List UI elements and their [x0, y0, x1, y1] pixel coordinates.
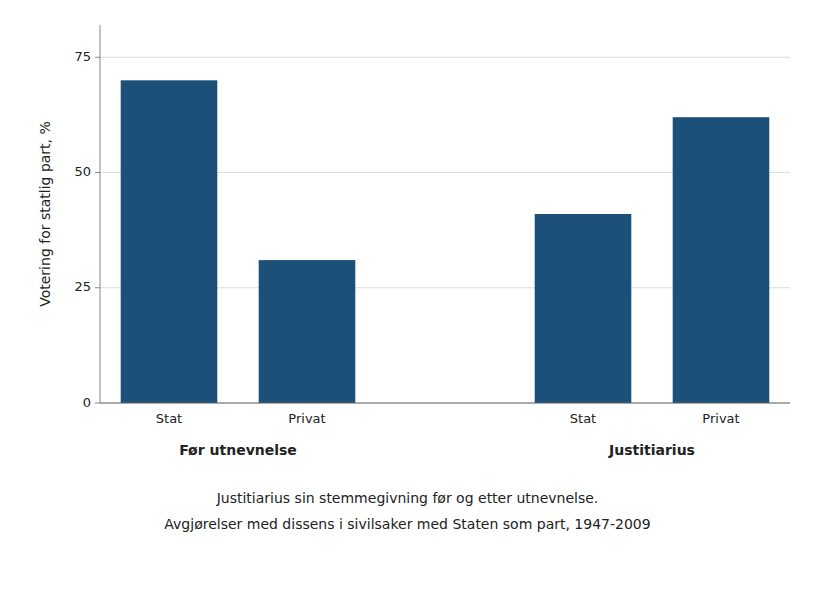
x-tick-label: Privat: [702, 411, 739, 426]
y-tick: [95, 403, 100, 404]
bar: [121, 80, 218, 403]
chart-container: 0 25 50 75 Stat Privat Stat Privat Før utnevnels…: [0, 0, 815, 593]
y-tick: [95, 287, 100, 288]
caption: Avgjørelser med dissens i sivilsaker med…: [164, 516, 650, 532]
y-axis-line: [100, 25, 101, 403]
chart-svg: 0 25 50 75 Stat Privat Stat Privat Før utnevnels…: [0, 0, 815, 593]
grid-line: [100, 403, 790, 404]
x-tick-label: Stat: [156, 411, 182, 426]
group-label: Justitiarius: [608, 442, 695, 458]
bar: [259, 260, 356, 403]
x-tick-label: Stat: [570, 411, 596, 426]
y-tick: [95, 57, 100, 58]
bar: [673, 117, 770, 403]
grid: [100, 57, 790, 403]
bars: [121, 80, 770, 403]
y-tick: [95, 172, 100, 173]
caption: Justitiarius sin stemmegivning før og et…: [216, 490, 599, 506]
y-tick-label: 50: [74, 164, 91, 179]
grid-line: [100, 57, 790, 58]
bar: [535, 214, 632, 403]
y-tick-label: 75: [74, 49, 91, 64]
x-axis-line: [100, 403, 790, 404]
group-label: Før utnevnelse: [179, 442, 297, 458]
x-tick-label: Privat: [288, 411, 325, 426]
y-tick-label: 25: [74, 279, 91, 294]
y-tick-label: 0: [83, 395, 91, 410]
y-axis-label: Votering for statlig part, %: [37, 121, 53, 307]
